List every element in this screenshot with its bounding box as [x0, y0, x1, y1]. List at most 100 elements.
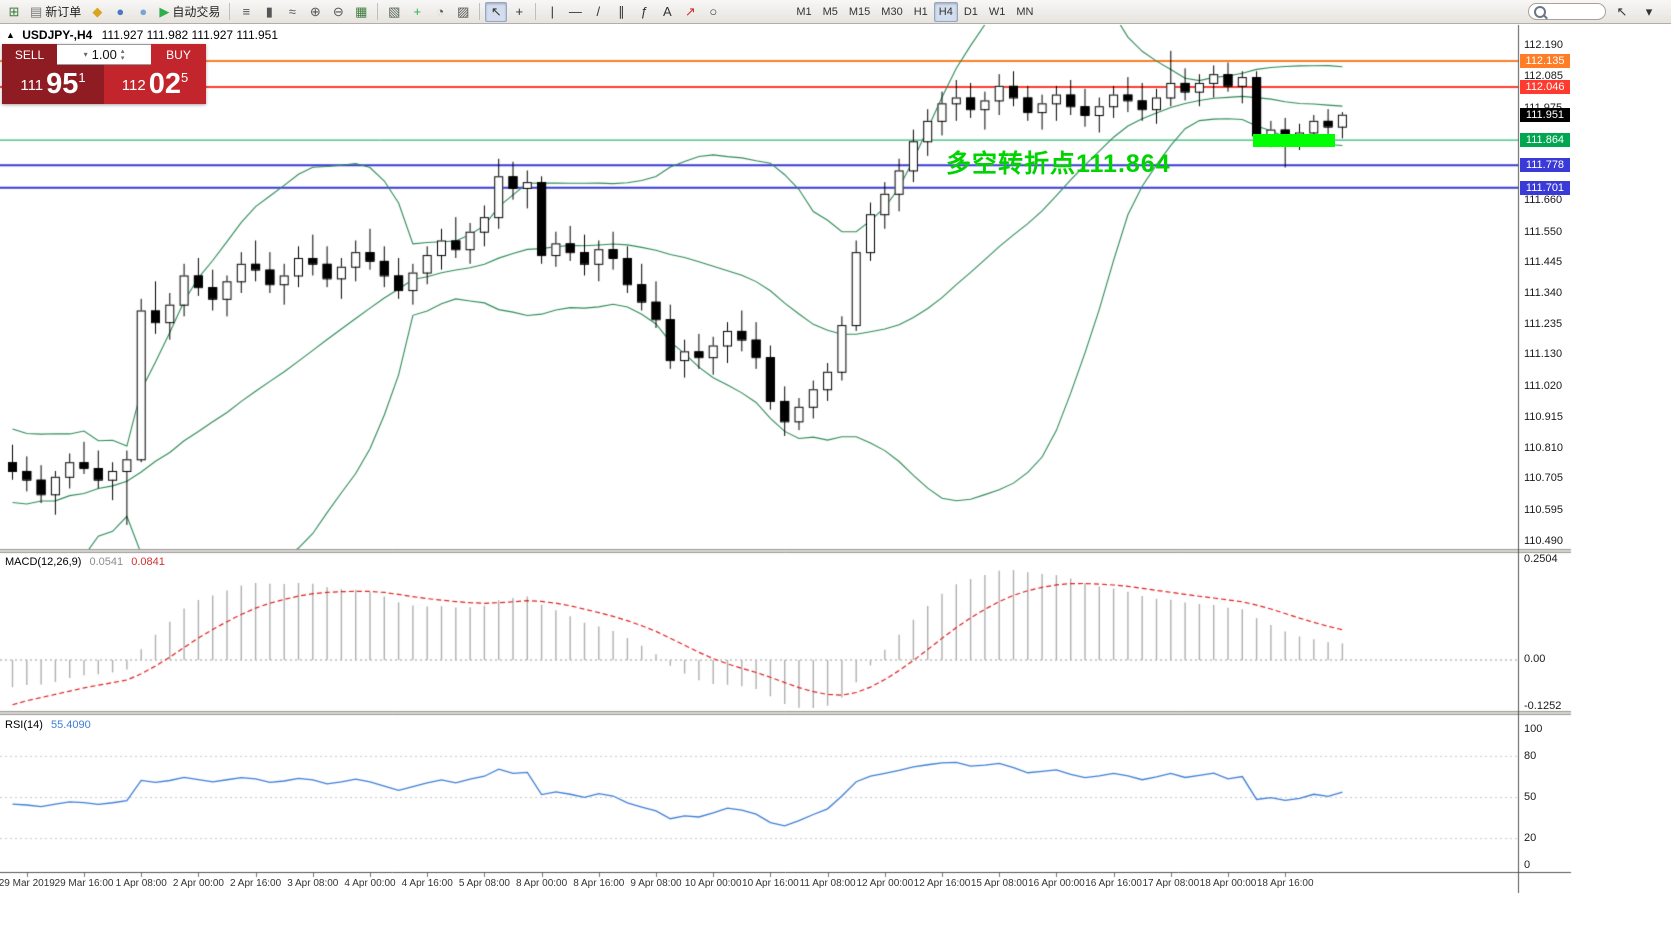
- vertical-line-button[interactable]: |: [541, 2, 563, 22]
- time-label: 18 Apr 00:00: [1199, 878, 1257, 889]
- candlestick-chart-icon: ▮: [265, 3, 273, 19]
- time-label: 16 Apr 00:00: [1028, 878, 1085, 889]
- crosshair-button[interactable]: +: [508, 2, 530, 22]
- indicators-button[interactable]: +: [406, 2, 428, 22]
- channel-button[interactable]: ∥: [610, 2, 632, 22]
- rsi-scale-tick: 100: [1524, 723, 1543, 735]
- shapes-button[interactable]: ○: [702, 2, 724, 22]
- time-label: 18 Apr 16:00: [1256, 878, 1314, 889]
- sell-price-display[interactable]: 111 95 1: [2, 65, 104, 104]
- arrows-icon: ↗: [684, 3, 696, 19]
- highlight-rectangle[interactable]: [1253, 134, 1335, 147]
- rsi-scale-tick: 0: [1524, 859, 1531, 871]
- sell-price-main: 95: [46, 68, 79, 100]
- trendline-button[interactable]: /: [587, 2, 609, 22]
- fibonacci-button[interactable]: ƒ: [633, 2, 655, 22]
- timeframe-h1[interactable]: H1: [913, 5, 928, 18]
- vertical-line-icon: |: [550, 4, 555, 19]
- templates-button[interactable]: ▨: [452, 2, 474, 22]
- timeframe-toolbar: M1 M5 M15 M30 H1 H4 D1 W1 MN: [791, 1, 1038, 22]
- new-chart-button[interactable]: ⊞: [3, 2, 25, 22]
- tile-windows-button[interactable]: ▦: [350, 2, 372, 22]
- buy-button[interactable]: BUY: [151, 44, 206, 65]
- symbol-search-input[interactable]: [1549, 4, 1603, 19]
- spinner-up-icon[interactable]: ▴: [120, 47, 125, 55]
- zoom-in-button[interactable]: ⊕: [304, 2, 326, 22]
- toolbar-separator: [229, 3, 231, 20]
- spinner-down-icon[interactable]: ▾: [120, 54, 125, 62]
- buy-price-display[interactable]: 112 02 5: [104, 65, 206, 104]
- bar-chart-button[interactable]: ≡: [235, 2, 257, 22]
- new-order-button-label: 新订单: [45, 5, 82, 19]
- new-order-icon: ▤: [30, 3, 43, 19]
- autotrading-button[interactable]: ▶ 自动交易: [155, 2, 224, 22]
- time-label: 8 Apr 16:00: [573, 878, 625, 889]
- time-label: 10 Apr 16:00: [742, 878, 799, 889]
- price-tick: 112.190: [1524, 39, 1563, 51]
- price-tick: 110.490: [1524, 535, 1563, 547]
- periods-button[interactable]: ◔: [429, 2, 451, 22]
- crosshair-icon: +: [515, 4, 524, 19]
- timeframe-h4[interactable]: H4: [933, 1, 958, 22]
- timeframe-m30[interactable]: M30: [881, 5, 903, 18]
- time-label: 15 Apr 08:00: [970, 878, 1028, 889]
- text-icon: A: [662, 4, 672, 19]
- horizontal-line-icon: —: [568, 4, 582, 19]
- timeframe-m5[interactable]: M5: [822, 5, 838, 18]
- time-label: 17 Apr 08:00: [1142, 878, 1200, 889]
- window-menu-button[interactable]: ▾: [1645, 3, 1653, 19]
- timeframe-mn[interactable]: MN: [1016, 5, 1034, 18]
- zoom-out-button[interactable]: ⊖: [327, 2, 349, 22]
- current-price-badge: 111.951: [1520, 107, 1570, 122]
- volume-value: 1.00: [91, 47, 117, 62]
- volume-spinner[interactable]: ▴ ▾: [121, 48, 125, 62]
- volume-input[interactable]: ▾ 1.00 ▴ ▾: [57, 44, 151, 65]
- horizontal-line-button[interactable]: —: [564, 2, 586, 22]
- market-icon-button[interactable]: ●: [109, 2, 131, 22]
- toolbar-separator: [535, 3, 537, 20]
- symbol-search-box[interactable]: [1528, 3, 1606, 20]
- rsi-label: RSI(14) 55.4090: [5, 719, 91, 731]
- indicators-icon: +: [413, 4, 422, 19]
- trendline-icon: /: [596, 4, 601, 19]
- rsi-scale-tick: 50: [1524, 791, 1537, 803]
- level-price-badge: 111.864: [1520, 133, 1570, 148]
- timeframe-w1[interactable]: W1: [988, 5, 1006, 18]
- level-price-badge: 112.135: [1520, 54, 1570, 69]
- buy-price-sup: 5: [180, 70, 189, 85]
- rsi-name: RSI(14): [5, 719, 43, 731]
- arrows-button[interactable]: ↗: [679, 2, 701, 22]
- time-label: 4 Apr 00:00: [344, 878, 396, 889]
- line-chart-button[interactable]: ≈: [281, 2, 303, 22]
- autotrading-icon: ▶: [159, 3, 170, 19]
- time-label: 29 Mar 16:00: [54, 878, 114, 889]
- time-axis[interactable]: 29 Mar 2019 29 Mar 16:00 1 Apr 08:00 2 Apr …: [0, 873, 1518, 895]
- one-click-trading-panel: SELL ▾ 1.00 ▴ ▾ BUY 111 95 1 112 02 5: [2, 44, 206, 104]
- panel-collapse-icon[interactable]: ▲: [6, 30, 15, 40]
- text-button[interactable]: A: [656, 2, 678, 22]
- new-order-button[interactable]: ▤ 新订单: [26, 2, 85, 22]
- price-tick: 111.235: [1524, 317, 1563, 330]
- tile-windows-icon: ▦: [355, 3, 368, 19]
- community-icon-button[interactable]: ●: [132, 2, 154, 22]
- volume-dropdown-caret[interactable]: ▾: [83, 50, 88, 59]
- profiles-button[interactable]: ▧: [383, 2, 405, 22]
- candlestick-chart-button[interactable]: ▮: [258, 2, 280, 22]
- annotation-text[interactable]: 多空转折点111.864: [946, 150, 1171, 178]
- time-label: 11 Apr 08:00: [799, 878, 856, 889]
- sell-price-sup: 1: [78, 70, 86, 85]
- price-scale[interactable]: 112.190112.085111.975111.660111.550111.4…: [1518, 0, 1671, 949]
- chart-cursor-button[interactable]: ↖: [1616, 3, 1628, 19]
- time-label: 2 Apr 16:00: [230, 878, 282, 889]
- mql5-icon-button[interactable]: ◆: [86, 2, 108, 22]
- main-toolbar: ⊞ ▤ 新订单 ◆ ● ● ▶ 自动交易 ≡ ▮ ≈ ⊕ ⊖ ▦ ▧ + ◔ ▨ ↖ + | — / ∥ ƒ A ↗ ○ M1 M5 M15…: [0, 0, 1671, 24]
- timeframe-m1[interactable]: M1: [796, 5, 812, 18]
- time-label: 10 Apr 00:00: [684, 878, 742, 889]
- timeframe-d1[interactable]: D1: [963, 5, 978, 18]
- ohlc-values: 111.927 111.982 111.927 111.951: [101, 28, 279, 42]
- macd-scale-tick: -0.1252: [1524, 700, 1562, 712]
- cursor-button[interactable]: ↖: [485, 1, 508, 22]
- sell-button[interactable]: SELL: [2, 44, 57, 65]
- timeframe-m15[interactable]: M15: [848, 5, 871, 18]
